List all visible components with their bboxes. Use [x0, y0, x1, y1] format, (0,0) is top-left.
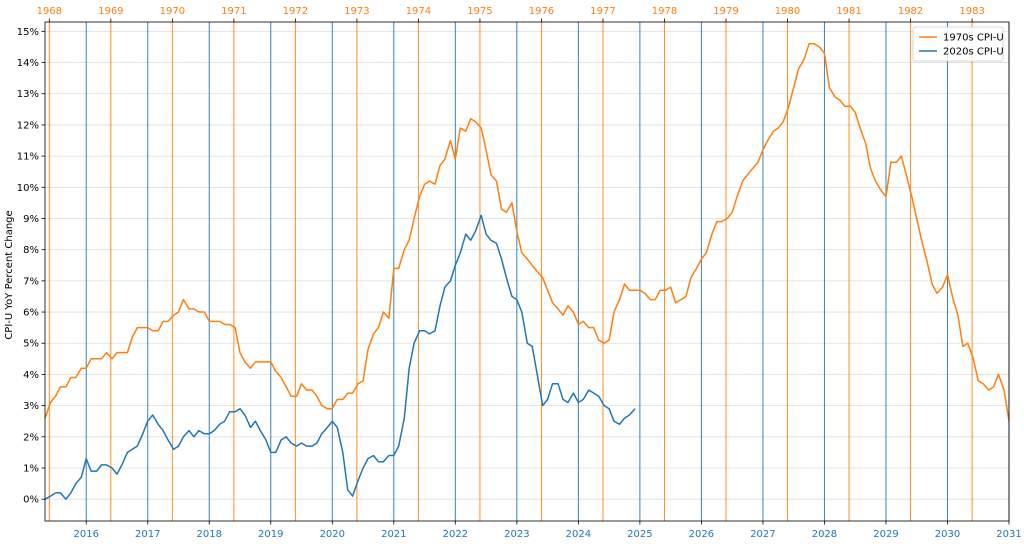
y-tick-label: 6%: [23, 308, 39, 319]
series-layer: [44, 43, 1010, 500]
x-tick-label-top: 1970: [160, 6, 185, 17]
x-tick-label-bottom: 2020: [320, 529, 345, 540]
legend: 1970s CPI-U 2020s CPI-U: [912, 26, 1004, 62]
x-tick-label-bottom: 2028: [812, 529, 837, 540]
y-tick-label: 5%: [23, 339, 39, 350]
y-tick-label: 9%: [23, 214, 39, 225]
x-tick-label-bottom: 2026: [689, 529, 714, 540]
y-tick-label: 4%: [23, 370, 39, 381]
y-tick-label: 8%: [23, 245, 39, 256]
y-tick-label: 11%: [17, 152, 39, 163]
y-tick-label: 2%: [23, 432, 39, 443]
y-tick-label: 1%: [23, 463, 39, 474]
x-tick-label-bottom: 2018: [197, 529, 222, 540]
y-tick-label: 0%: [23, 495, 39, 506]
x-tick-label-bottom: 2019: [258, 529, 283, 540]
y-axis-title: CPI-U YoY Percent Change: [4, 210, 15, 339]
x-tick-label-top: 1968: [37, 6, 62, 17]
y-tick-label: 3%: [23, 401, 39, 412]
x-tick-label-bottom: 2022: [443, 529, 468, 540]
legend-box: [912, 26, 1004, 62]
x-tick-label-top: 1980: [775, 6, 800, 17]
x-tick-label-bottom: 2031: [996, 529, 1021, 540]
y-tick-label: 12%: [17, 120, 39, 131]
legend-label: 1970s CPI-U: [943, 33, 1004, 44]
plot-area: [44, 21, 1010, 522]
year-lines-1970s: [48, 22, 973, 521]
x-tick-label-top: 1977: [590, 6, 615, 17]
x-tick-label-top: 1975: [467, 6, 492, 17]
y-tick-label: 13%: [17, 89, 39, 100]
x-tick-label-bottom: 2027: [750, 529, 775, 540]
x-tick-label-bottom: 2023: [504, 529, 529, 540]
x-tick-label-top: 1982: [898, 6, 923, 17]
x-tick-label-bottom: 2016: [73, 529, 98, 540]
x-tick-label-bottom: 2025: [627, 529, 652, 540]
bottom-x-axis-ticks: 2016 2017 2018 2019 2020 2021 2022 2023 2024 2025…: [73, 521, 1022, 540]
x-tick-label-top: 1979: [713, 6, 738, 17]
x-tick-label-top: 1976: [529, 6, 554, 17]
x-tick-label-top: 1974: [406, 6, 431, 17]
x-tick-label-top: 1973: [344, 6, 369, 17]
x-tick-label-top: 1969: [98, 6, 123, 17]
y-tick-label: 15%: [17, 27, 39, 38]
year-lines-2020s: [85, 22, 1010, 521]
x-tick-label-bottom: 2021: [381, 529, 406, 540]
x-tick-label-bottom: 2017: [135, 529, 160, 540]
x-tick-label-bottom: 2030: [935, 529, 960, 540]
x-tick-label-top: 1983: [959, 6, 984, 17]
plot-frame: [44, 21, 1010, 522]
series-line-1970s: [44, 43, 1010, 422]
x-tick-label-bottom: 2024: [566, 529, 591, 540]
x-tick-label-top: 1972: [283, 6, 308, 17]
plot-background: [45, 22, 1009, 521]
x-tick-label-bottom: 2029: [873, 529, 898, 540]
y-tick-label: 10%: [17, 183, 39, 194]
x-tick-label-top: 1981: [836, 6, 861, 17]
y-axis-ticks: 0% 1% 2% 3% 4% 5% 6% 7% 8% 9% 10% 11% 12% 13% 14% 15%: [17, 27, 45, 506]
legend-label: 2020s CPI-U: [943, 47, 1004, 58]
series-line-2020s: [44, 214, 636, 500]
y-tick-label: 7%: [23, 276, 39, 287]
x-tick-label-top: 1971: [221, 6, 246, 17]
x-tick-label-top: 1978: [652, 6, 677, 17]
top-x-axis-ticks: 1968 1969 1970 1971 1972 1973 1974 1975 1976 1977…: [37, 6, 985, 22]
y-tick-label: 14%: [17, 58, 39, 69]
